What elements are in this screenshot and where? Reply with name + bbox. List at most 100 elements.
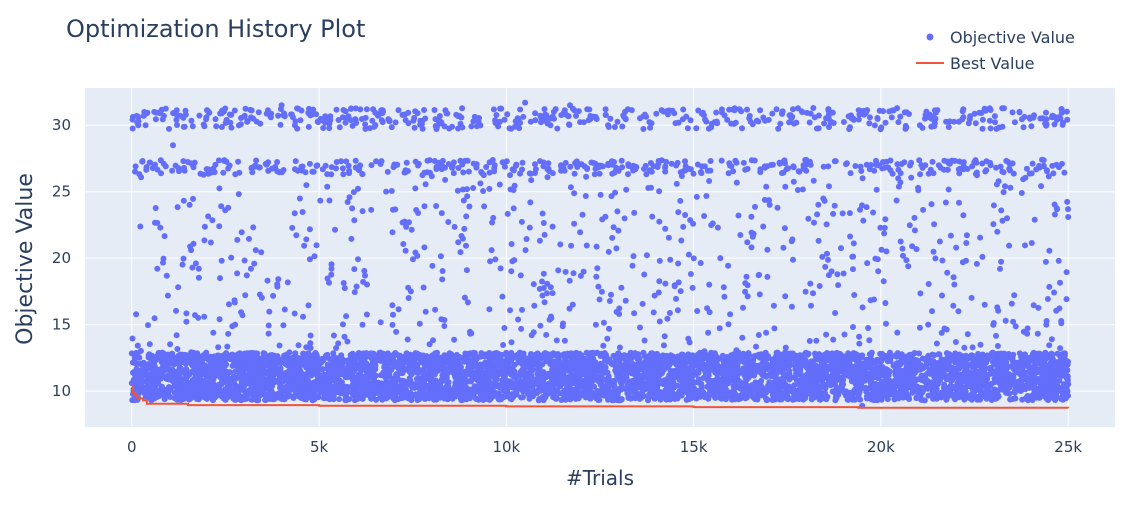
objective-value-point — [1029, 170, 1035, 176]
objective-value-point — [449, 165, 455, 171]
objective-value-point — [842, 332, 848, 338]
objective-value-point — [161, 113, 167, 119]
objective-value-point — [359, 116, 365, 122]
objective-value-point — [135, 343, 141, 349]
objective-value-point — [955, 308, 961, 314]
objective-value-point — [603, 112, 609, 118]
objective-value-point — [807, 281, 813, 287]
objective-value-point — [444, 110, 450, 116]
objective-value-point — [293, 158, 299, 164]
objective-value-point — [477, 122, 483, 128]
objective-value-point — [811, 178, 817, 184]
objective-value-point — [1056, 258, 1062, 264]
objective-value-point — [551, 116, 557, 122]
objective-value-point — [686, 252, 692, 258]
objective-value-point — [694, 194, 700, 200]
objective-value-point — [906, 396, 912, 402]
objective-value-point — [807, 338, 813, 344]
objective-value-point — [742, 280, 748, 286]
objective-value-point — [324, 171, 330, 177]
objective-value-point — [292, 122, 298, 128]
objective-value-point — [566, 113, 572, 119]
objective-value-point — [625, 171, 631, 177]
objective-value-point — [399, 112, 405, 118]
objective-value-point — [615, 119, 621, 125]
objective-value-point — [834, 271, 840, 277]
objective-value-point — [832, 310, 838, 316]
objective-value-point — [486, 186, 492, 192]
objective-value-point — [470, 185, 476, 191]
objective-value-point — [455, 239, 461, 245]
objective-value-point — [195, 315, 201, 321]
objective-value-point — [557, 241, 563, 247]
objective-value-point — [568, 184, 574, 190]
objective-value-point — [946, 124, 952, 130]
objective-value-point — [964, 232, 970, 238]
objective-value-point — [882, 300, 888, 306]
objective-value-point — [364, 106, 370, 112]
objective-value-point — [378, 319, 384, 325]
objective-value-point — [571, 270, 577, 276]
objective-value-point — [695, 162, 701, 168]
objective-value-point — [623, 298, 629, 304]
objective-value-point — [368, 207, 374, 213]
objective-value-point — [234, 237, 240, 243]
objective-value-point — [688, 117, 694, 123]
objective-value-point — [790, 106, 796, 112]
objective-value-point — [753, 344, 759, 350]
objective-value-point — [242, 258, 248, 264]
objective-value-point — [331, 333, 337, 339]
objective-value-point — [665, 108, 671, 114]
objective-value-point — [757, 291, 763, 297]
objective-value-point — [217, 316, 223, 322]
objective-value-point — [872, 122, 878, 128]
objective-value-point — [613, 245, 619, 251]
objective-value-point — [816, 238, 822, 244]
objective-value-point — [309, 169, 315, 175]
objective-value-point — [920, 207, 926, 213]
objective-value-point — [336, 396, 342, 402]
objective-value-point — [602, 214, 608, 220]
objective-value-point — [858, 164, 864, 170]
objective-value-point — [970, 344, 976, 350]
objective-value-point — [440, 268, 446, 274]
objective-value-point — [282, 307, 288, 313]
objective-value-point — [990, 221, 996, 227]
objective-value-point — [631, 210, 637, 216]
objective-value-point — [509, 339, 515, 345]
objective-value-point — [1009, 301, 1015, 307]
objective-value-point — [1011, 389, 1017, 395]
objective-value-point — [780, 245, 786, 251]
objective-value-point — [343, 313, 349, 319]
objective-value-point — [662, 165, 668, 171]
objective-value-point — [592, 171, 598, 177]
objective-value-point — [566, 121, 572, 127]
objective-value-point — [951, 282, 957, 288]
objective-value-point — [210, 330, 216, 336]
objective-value-point — [651, 309, 657, 315]
objective-value-point — [961, 345, 967, 351]
objective-value-point — [266, 331, 272, 337]
objective-value-point — [409, 227, 415, 233]
objective-value-point — [306, 124, 312, 130]
objective-value-point — [675, 261, 681, 267]
objective-value-point — [744, 107, 750, 113]
objective-value-point — [944, 270, 950, 276]
objective-value-point — [756, 332, 762, 338]
objective-value-point — [540, 211, 546, 217]
objective-value-point — [580, 212, 586, 218]
objective-value-point — [900, 246, 906, 252]
objective-value-point — [835, 282, 841, 288]
objective-value-point — [353, 105, 359, 111]
objective-value-point — [461, 226, 467, 232]
objective-value-point — [455, 188, 461, 194]
objective-value-point — [737, 232, 743, 238]
objective-value-point — [741, 160, 747, 166]
objective-value-point — [1038, 183, 1044, 189]
objective-value-point — [917, 325, 923, 331]
objective-value-point — [216, 185, 222, 191]
objective-value-point — [823, 332, 829, 338]
objective-value-point — [138, 174, 144, 180]
objective-value-point — [1045, 296, 1051, 302]
objective-value-point — [174, 346, 180, 352]
